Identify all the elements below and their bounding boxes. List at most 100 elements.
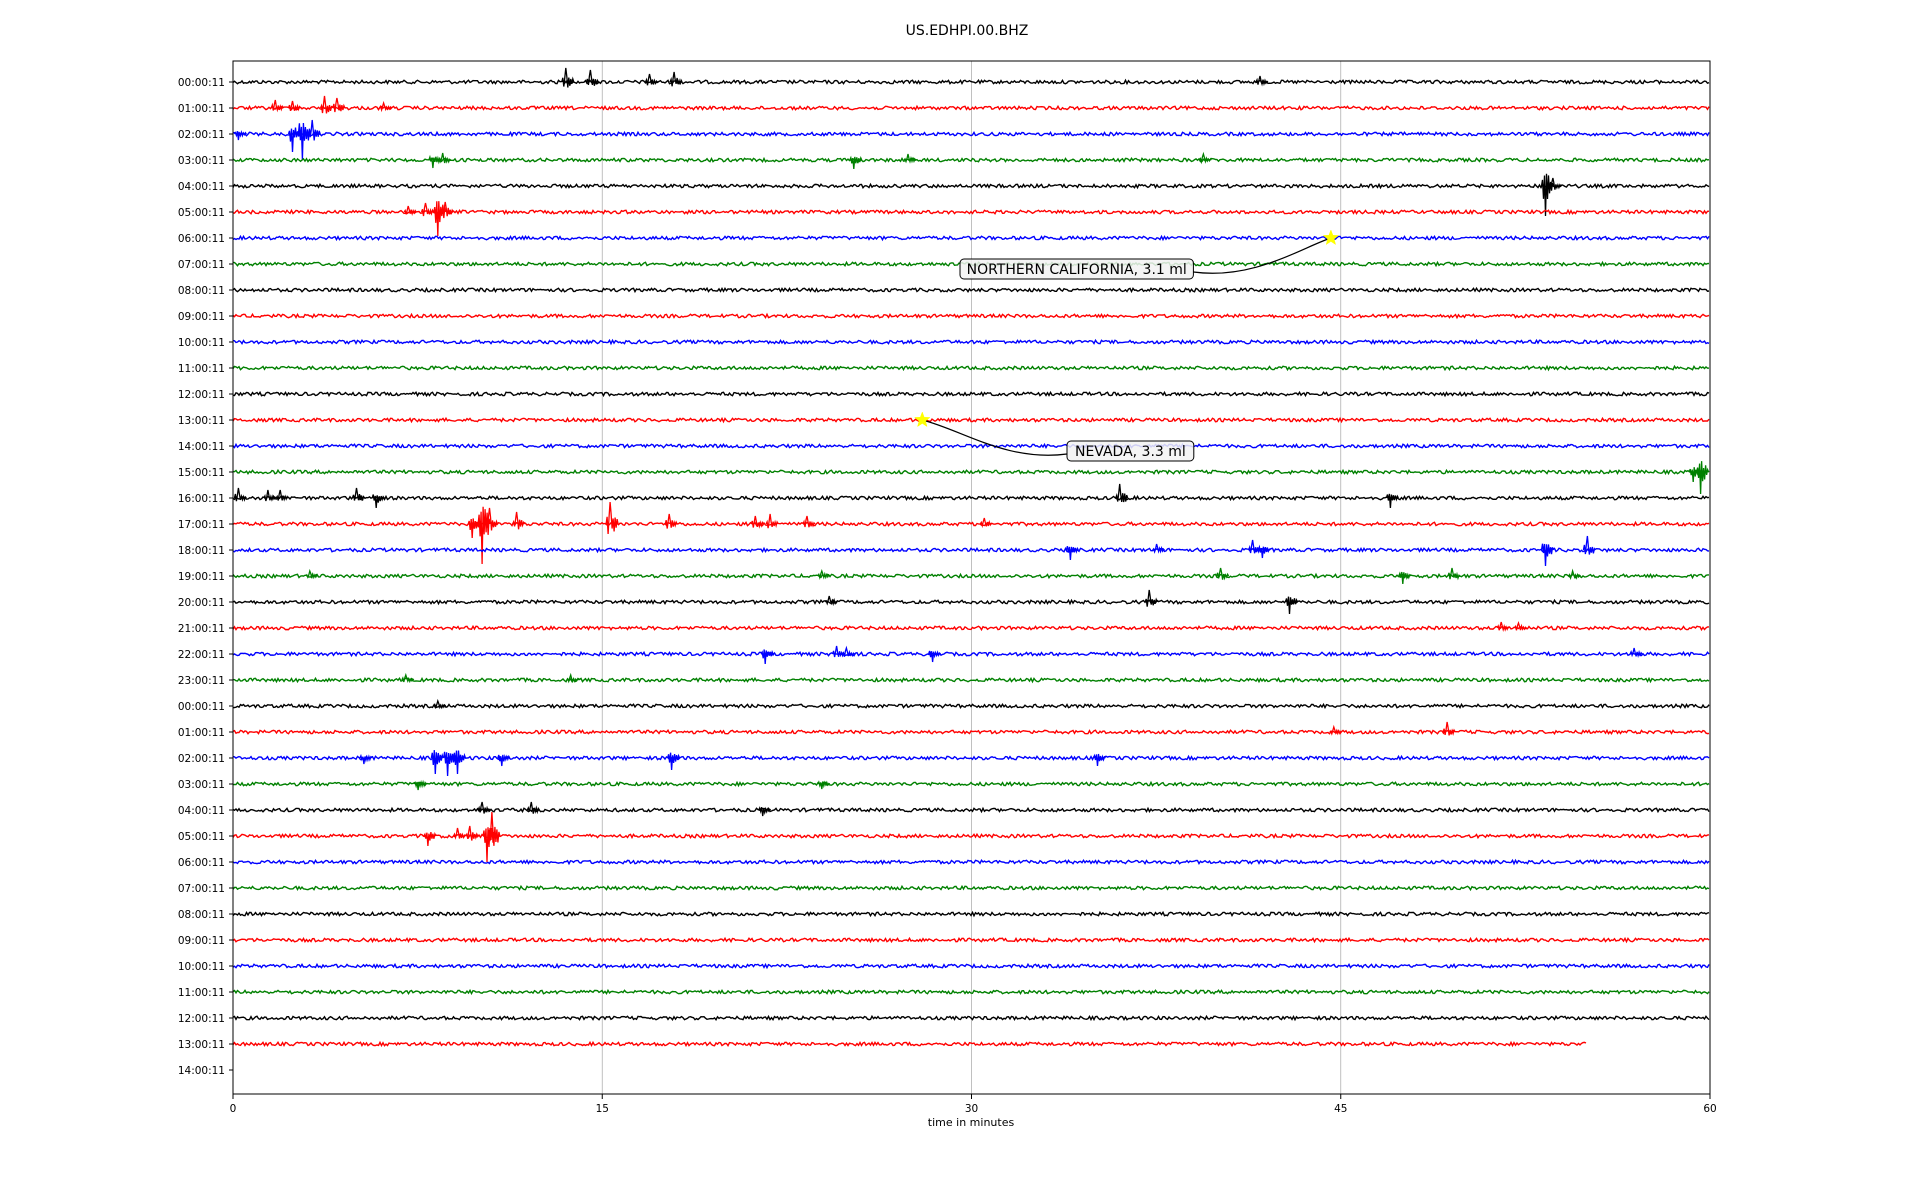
seismic-event-spike bbox=[802, 515, 816, 528]
seismic-event-spike bbox=[487, 811, 501, 846]
row-time-label: 21:00:11 bbox=[178, 623, 225, 635]
seismic-trace bbox=[232, 338, 1710, 346]
seismic-event-spike bbox=[1496, 621, 1510, 632]
seismic-event-spike bbox=[465, 825, 479, 841]
seismic-event-spike bbox=[413, 779, 427, 791]
row-time-label: 02:00:11 bbox=[178, 753, 225, 765]
seismic-event-spike bbox=[452, 827, 466, 840]
seismic-event-spike bbox=[1398, 571, 1412, 585]
seismic-trace bbox=[232, 624, 1709, 632]
seismic-event-spike bbox=[452, 750, 467, 775]
seismic-event-spike bbox=[433, 201, 447, 237]
chart-title: US.EDHPI.00.BHZ bbox=[906, 23, 1029, 39]
seismic-event-spike bbox=[927, 650, 942, 663]
seismic-event-spike bbox=[297, 122, 312, 161]
seismic-event-spike bbox=[1065, 546, 1079, 561]
seismic-event-spike bbox=[287, 127, 302, 153]
seismic-trace bbox=[232, 546, 1710, 554]
seismic-trace bbox=[232, 78, 1710, 86]
row-time-label: 10:00:11 bbox=[178, 961, 225, 973]
seismic-trace bbox=[232, 832, 1710, 840]
row-time-label: 04:00:11 bbox=[178, 181, 225, 193]
seismic-event-spike bbox=[561, 67, 575, 88]
seismic-trace bbox=[232, 572, 1709, 580]
seismic-event-spike bbox=[750, 515, 764, 529]
seismic-event-spike bbox=[442, 751, 457, 777]
seismic-trace bbox=[232, 598, 1710, 606]
seismic-event-spike bbox=[758, 806, 772, 817]
seismic-event-spike bbox=[979, 517, 993, 529]
seismic-event-spike bbox=[1115, 483, 1129, 503]
seismic-trace bbox=[232, 1014, 1710, 1022]
seismic-event-spike bbox=[438, 152, 452, 164]
seismic-event-spike bbox=[379, 100, 393, 113]
x-tick-label: 60 bbox=[1703, 1103, 1716, 1115]
seismic-event-spike bbox=[351, 487, 366, 501]
row-time-label: 14:00:11 bbox=[178, 441, 225, 453]
seismic-trace bbox=[232, 286, 1710, 294]
annotation-connector bbox=[922, 419, 1068, 456]
seismic-event-spike bbox=[359, 753, 373, 765]
seismic-event-spike bbox=[1540, 173, 1555, 217]
x-tick-label: 45 bbox=[1334, 1103, 1347, 1115]
seismic-event-spike bbox=[477, 506, 491, 565]
seismic-event-spike bbox=[401, 672, 415, 684]
seismic-event-spike bbox=[1582, 535, 1596, 555]
row-time-label: 02:00:11 bbox=[178, 129, 225, 141]
x-tick-label: 0 bbox=[230, 1103, 237, 1115]
row-time-label: 00:00:11 bbox=[178, 77, 225, 89]
seismic-event-spike bbox=[1144, 589, 1158, 607]
seismic-event-spike bbox=[1255, 75, 1269, 87]
seismic-event-spike bbox=[824, 595, 838, 607]
seismic-event-spike bbox=[1284, 596, 1299, 615]
seismic-event-spike bbox=[1513, 620, 1527, 631]
annotation-label: NEVADA, 3.3 ml bbox=[1075, 444, 1186, 460]
seismic-event-spike bbox=[1198, 151, 1212, 165]
row-time-label: 15:00:11 bbox=[178, 467, 225, 479]
row-time-label: 04:00:11 bbox=[178, 805, 225, 817]
seismic-trace bbox=[232, 728, 1710, 736]
row-time-label: 10:00:11 bbox=[178, 337, 225, 349]
seismic-trace bbox=[232, 208, 1710, 216]
seismic-event-spike bbox=[1257, 544, 1271, 559]
row-time-label: 19:00:11 bbox=[178, 571, 225, 583]
seismic-trace bbox=[232, 364, 1710, 372]
row-time-label: 17:00:11 bbox=[178, 519, 225, 531]
seismic-event-spike bbox=[644, 73, 658, 86]
seismic-event-spike bbox=[841, 645, 855, 658]
seismic-event-spike bbox=[1152, 543, 1165, 554]
seismic-trace bbox=[232, 884, 1710, 892]
seismic-event-spike bbox=[233, 130, 247, 141]
seismic-trace bbox=[232, 988, 1710, 996]
seismic-trace bbox=[232, 494, 1710, 502]
seismic-trace bbox=[232, 442, 1710, 450]
seismic-event-spike bbox=[287, 100, 302, 112]
seismic-trace bbox=[232, 1040, 1587, 1048]
seismic-event-spike bbox=[270, 99, 284, 113]
seismic-event-spike bbox=[512, 511, 526, 530]
seismic-trace bbox=[232, 104, 1710, 112]
seismic-event-spike bbox=[420, 202, 435, 217]
seismic-event-spike bbox=[605, 501, 619, 535]
event-star-marker bbox=[1322, 229, 1340, 246]
row-time-label: 16:00:11 bbox=[178, 493, 225, 505]
x-axis-label: time in minutes bbox=[928, 1116, 1015, 1129]
seismic-trace bbox=[232, 936, 1710, 944]
seismic-event-spike bbox=[497, 753, 511, 767]
annotation-connector bbox=[1193, 237, 1332, 274]
seismic-event-spike bbox=[566, 672, 580, 684]
seismic-trace bbox=[232, 650, 1710, 658]
row-time-label: 03:00:11 bbox=[178, 155, 225, 167]
row-time-label: 12:00:11 bbox=[178, 1013, 225, 1025]
row-time-label: 11:00:11 bbox=[178, 363, 225, 375]
row-time-label: 03:00:11 bbox=[178, 779, 225, 791]
seismic-event-spike bbox=[477, 801, 491, 814]
seismic-event-spike bbox=[1629, 647, 1643, 658]
x-tick-label: 15 bbox=[596, 1103, 609, 1115]
seismic-trace bbox=[232, 754, 1710, 762]
seismic-trace bbox=[232, 962, 1710, 970]
seismic-event-spike bbox=[1092, 753, 1106, 767]
seismic-trace bbox=[232, 858, 1710, 866]
seismic-event-spike bbox=[263, 489, 277, 502]
seismic-event-spike bbox=[666, 752, 681, 771]
